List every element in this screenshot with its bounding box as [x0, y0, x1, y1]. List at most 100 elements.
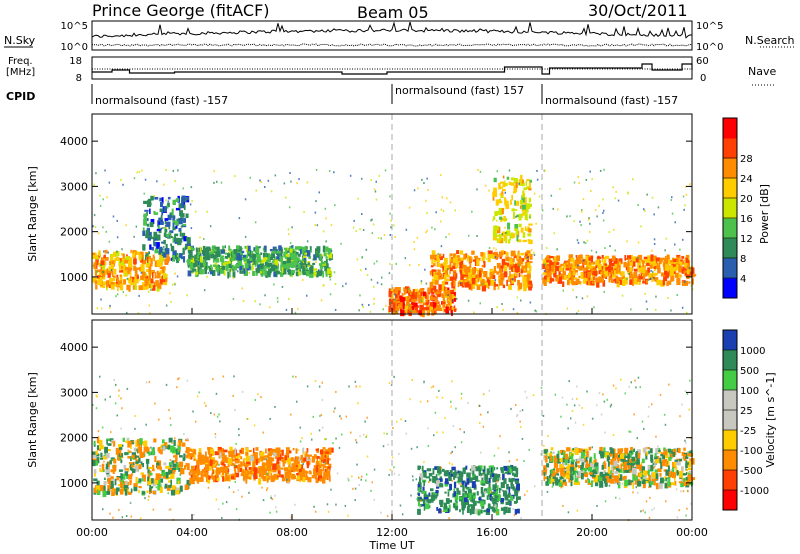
heatmap-cell — [335, 390, 337, 393]
heatmap-cell — [325, 246, 329, 252]
heatmap-cell — [679, 458, 683, 462]
heatmap-cell — [441, 293, 444, 298]
heatmap-cell — [423, 380, 425, 383]
heatmap-cell — [655, 295, 657, 298]
heatmap-cell — [206, 210, 208, 213]
heatmap-cell — [288, 261, 293, 268]
heatmap-cell — [171, 208, 174, 216]
heatmap-cell — [582, 279, 587, 284]
colorbar-segment — [723, 278, 737, 299]
heatmap-cell — [659, 257, 665, 260]
heatmap-cell — [637, 254, 643, 261]
heatmap-cell — [588, 482, 592, 485]
heatmap-cell — [260, 259, 264, 264]
heatmap-cell — [482, 469, 485, 472]
heatmap-cell — [130, 445, 132, 450]
heatmap-cell — [669, 449, 673, 455]
heatmap-cell — [624, 255, 626, 261]
heatmap-cell — [456, 475, 458, 478]
heatmap-cell — [685, 254, 690, 258]
heatmap-cell — [138, 170, 141, 173]
heatmap-cell — [134, 274, 139, 280]
heatmap-cell — [423, 182, 425, 184]
heatmap-cell — [434, 411, 437, 414]
heatmap-cell — [147, 285, 149, 290]
heatmap-cell — [430, 265, 434, 268]
heatmap-cell — [115, 489, 118, 495]
heatmap-cell — [264, 186, 266, 188]
heatmap-cell — [166, 444, 171, 450]
heatmap-cell — [691, 288, 694, 291]
heatmap-cell — [556, 248, 558, 251]
heatmap-cell — [320, 454, 324, 460]
heatmap-cell — [600, 475, 603, 478]
heatmap-cell — [171, 467, 176, 471]
heatmap-cell — [356, 463, 358, 466]
heatmap-cell — [661, 452, 665, 455]
heatmap-cell — [516, 252, 519, 260]
heatmap-cell — [125, 266, 129, 271]
heatmap-cell — [299, 440, 302, 443]
heatmap-cell — [134, 455, 140, 458]
heatmap-cell — [132, 251, 136, 258]
heatmap-cell — [499, 251, 504, 256]
heatmap-cell — [620, 448, 624, 452]
heatmap-cell — [145, 255, 147, 261]
heatmap-cell — [614, 471, 618, 474]
heatmap-cell — [147, 237, 151, 241]
heatmap-cell — [500, 467, 504, 473]
power-y-axis-label: Slant Range [km] — [26, 166, 39, 262]
heatmap-cell — [231, 462, 235, 466]
heatmap-cell — [114, 402, 117, 405]
heatmap-cell — [210, 448, 214, 455]
heatmap-cell — [191, 200, 193, 203]
heatmap-cell — [309, 265, 314, 269]
heatmap-cell — [546, 476, 549, 482]
heatmap-cell — [111, 457, 114, 460]
heatmap-cell — [568, 276, 573, 280]
heatmap-cell — [434, 466, 439, 470]
heatmap-cell — [154, 260, 159, 267]
colorbar-tick-label: 8 — [740, 254, 746, 265]
heatmap-cell — [436, 296, 438, 300]
heatmap-cell — [110, 282, 115, 285]
heatmap-cell — [213, 170, 215, 173]
heatmap-cell — [146, 218, 149, 222]
heatmap-cell — [678, 266, 683, 273]
heatmap-cell — [378, 174, 381, 177]
heatmap-cell — [202, 250, 204, 254]
heatmap-cell — [431, 294, 434, 300]
heatmap-cell — [587, 279, 590, 286]
heatmap-cell — [420, 291, 423, 297]
heatmap-cell — [494, 256, 497, 259]
heatmap-cell — [186, 479, 191, 486]
heatmap-cell — [224, 255, 228, 259]
heatmap-cell — [650, 264, 655, 269]
heatmap-cell — [512, 472, 515, 476]
heatmap-cell — [507, 222, 511, 230]
heatmap-cell — [132, 468, 136, 473]
heatmap-cell — [178, 253, 183, 258]
heatmap-cell — [590, 480, 593, 488]
heatmap-cell — [265, 265, 271, 269]
heatmap-cell — [441, 285, 445, 291]
heatmap-cell — [319, 265, 324, 269]
heatmap-cell — [284, 455, 288, 461]
heatmap-cell — [415, 299, 418, 302]
heatmap-cell — [521, 179, 524, 184]
heatmap-cell — [570, 482, 573, 487]
heatmap-cell — [438, 389, 440, 392]
colorbar-tick-label: 16 — [740, 214, 753, 225]
heatmap-cell — [319, 459, 322, 465]
heatmap-cell — [119, 275, 123, 282]
heatmap-cell — [165, 471, 169, 479]
heatmap-cell — [302, 260, 304, 263]
heatmap-cell — [106, 268, 109, 275]
heatmap-cell — [165, 274, 168, 280]
heatmap-cell — [271, 260, 275, 263]
heatmap-cell — [516, 483, 520, 491]
heatmap-cell — [370, 278, 373, 281]
heatmap-cell — [219, 452, 222, 459]
heatmap-cell — [289, 172, 291, 174]
heatmap-cell — [169, 417, 172, 420]
